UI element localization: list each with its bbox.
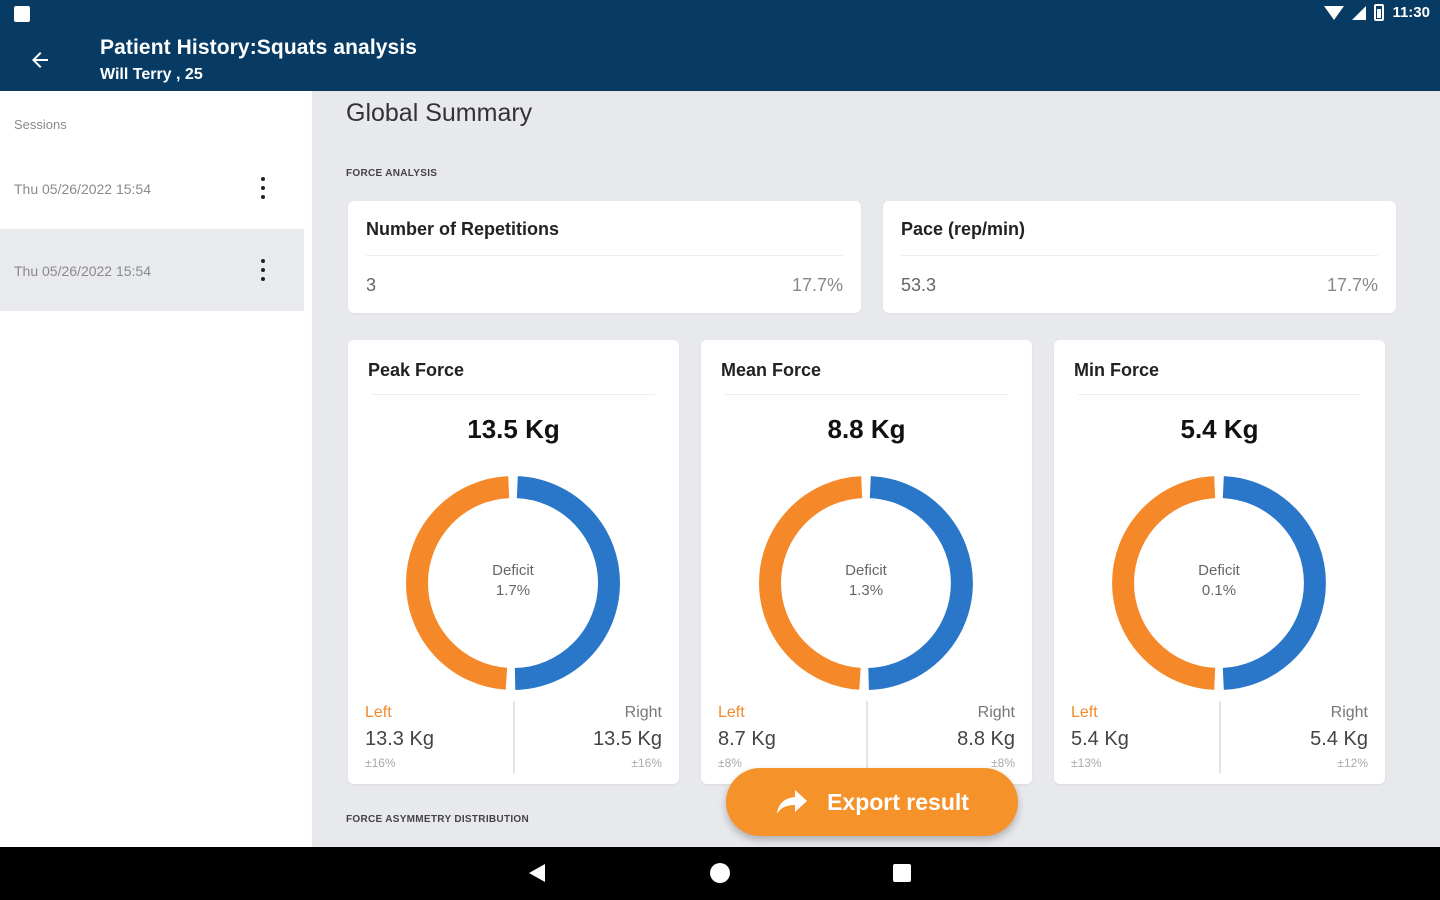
force-title: Peak Force: [368, 360, 465, 380]
deficit-value: 0.1%: [1201, 582, 1237, 599]
stat-title: Pace (rep/min): [901, 219, 1026, 239]
system-nav-bar: [0, 847, 1440, 900]
left-percent: ±13%: [1071, 756, 1102, 770]
force-donut-chart: [759, 476, 973, 690]
force-title: Mean Force: [721, 360, 822, 380]
right-force-arc: [514, 476, 620, 690]
right-value: 8.8 Kg: [957, 728, 1015, 750]
min-force-card: Min Force 5.4 Kg Deficit 0.1% Left 5.4 K…: [1054, 340, 1385, 784]
nav-recent-icon[interactable]: [893, 864, 911, 882]
right-label: Right: [977, 704, 1015, 721]
sessions-label: Sessions: [14, 117, 67, 132]
left-percent: ±8%: [718, 756, 742, 770]
share-arrow-icon: [777, 790, 808, 814]
repetitions-card: Number of Repetitions 3 17.7%: [348, 201, 861, 313]
arrow-left-icon: [32, 52, 48, 68]
force-total: 5.4 Kg: [1180, 414, 1259, 444]
right-percent: ±8%: [991, 756, 1015, 770]
force-donut-chart: [1112, 476, 1326, 690]
nav-back-icon[interactable]: [529, 864, 545, 882]
session-date: Thu 05/26/2022 15:54: [14, 263, 152, 279]
divider: [725, 394, 1008, 395]
force-asymmetry-label: FORCE ASYMMETRY DISTRIBUTION: [346, 814, 530, 825]
deficit-value: 1.7%: [495, 582, 531, 599]
left-force-arc: [759, 476, 863, 690]
left-value: 13.3 Kg: [365, 728, 434, 750]
divider: [366, 255, 843, 256]
divider: [372, 394, 655, 395]
app-bar: Patient History:Squats analysis Will Ter…: [0, 28, 1440, 91]
status-icons: 11:30: [1324, 4, 1430, 21]
right-label: Right: [624, 704, 662, 721]
session-item-selected[interactable]: Thu 05/26/2022 15:54: [0, 229, 304, 311]
export-result-button[interactable]: Export result: [726, 768, 1018, 836]
session-item[interactable]: Thu 05/26/2022 15:54: [0, 147, 304, 229]
more-vert-icon[interactable]: [256, 259, 270, 281]
right-value: 5.4 Kg: [1310, 728, 1368, 750]
deficit-readout: Deficit 1.7%: [403, 561, 623, 601]
force-total: 8.8 Kg: [827, 414, 906, 444]
divider: [901, 255, 1378, 256]
left-value: 8.7 Kg: [718, 728, 776, 750]
right-percent: ±16%: [631, 756, 662, 770]
right-force-arc: [868, 476, 973, 690]
deficit-label: Deficit: [1198, 562, 1240, 579]
left-force-arc: [405, 476, 510, 690]
pace-card: Pace (rep/min) 53.3 17.7%: [883, 201, 1396, 313]
sd-card-icon: [14, 6, 30, 22]
patient-name: Will Terry , 25: [100, 66, 203, 83]
right-label: Right: [1330, 704, 1368, 721]
nav-home-icon[interactable]: [710, 863, 730, 883]
left-label: Left: [718, 704, 745, 721]
right-force-arc: [1222, 476, 1326, 690]
stat-percent: 17.7%: [791, 275, 843, 295]
status-bar: 11:30: [0, 0, 1440, 28]
session-date: Thu 05/26/2022 15:54: [14, 181, 152, 197]
back-button[interactable]: [22, 42, 58, 78]
peak-force-card: Peak Force 13.5 Kg Deficit 1.7% Left 13.…: [348, 340, 679, 784]
more-vert-icon[interactable]: [256, 177, 270, 199]
left-percent: ±16%: [365, 756, 396, 770]
deficit-label: Deficit: [845, 562, 887, 579]
wifi-icon: [1324, 5, 1345, 20]
divider: [513, 701, 515, 773]
deficit-label: Deficit: [492, 562, 534, 579]
force-donut-chart: [405, 476, 620, 690]
status-time: 11:30: [1392, 4, 1430, 21]
mean-force-card: Mean Force 8.8 Kg Deficit 1.3% Left 8.7 …: [701, 340, 1032, 784]
left-value: 5.4 Kg: [1071, 728, 1129, 750]
right-percent: ±12%: [1337, 756, 1368, 770]
global-summary-title: Global Summary: [346, 99, 533, 127]
stat-title: Number of Repetitions: [366, 219, 560, 239]
left-force-arc: [1112, 476, 1216, 690]
stat-percent: 17.7%: [1326, 275, 1378, 295]
right-value: 13.5 Kg: [593, 728, 662, 750]
signal-icon: [1352, 5, 1367, 20]
page-title: Patient History:Squats analysis: [100, 36, 418, 59]
force-total: 13.5 Kg: [467, 414, 560, 444]
sessions-sidebar: Sessions Thu 05/26/2022 15:54 Thu 05/26/…: [0, 91, 312, 847]
stat-value: 3: [366, 275, 377, 295]
deficit-readout: Deficit 1.3%: [756, 561, 976, 601]
left-label: Left: [1071, 704, 1098, 721]
force-analysis-label: FORCE ANALYSIS: [346, 168, 438, 179]
main-content: Global Summary FORCE ANALYSIS Number of …: [312, 91, 1440, 847]
battery-icon: [1374, 4, 1385, 21]
deficit-value: 1.3%: [848, 582, 884, 599]
divider: [1219, 701, 1221, 773]
left-label: Left: [365, 704, 392, 721]
divider: [1078, 394, 1361, 395]
force-title: Min Force: [1074, 360, 1160, 380]
divider: [866, 701, 868, 773]
deficit-readout: Deficit 0.1%: [1109, 561, 1329, 601]
stat-value: 53.3: [901, 275, 937, 295]
export-label: Export result: [827, 788, 969, 815]
